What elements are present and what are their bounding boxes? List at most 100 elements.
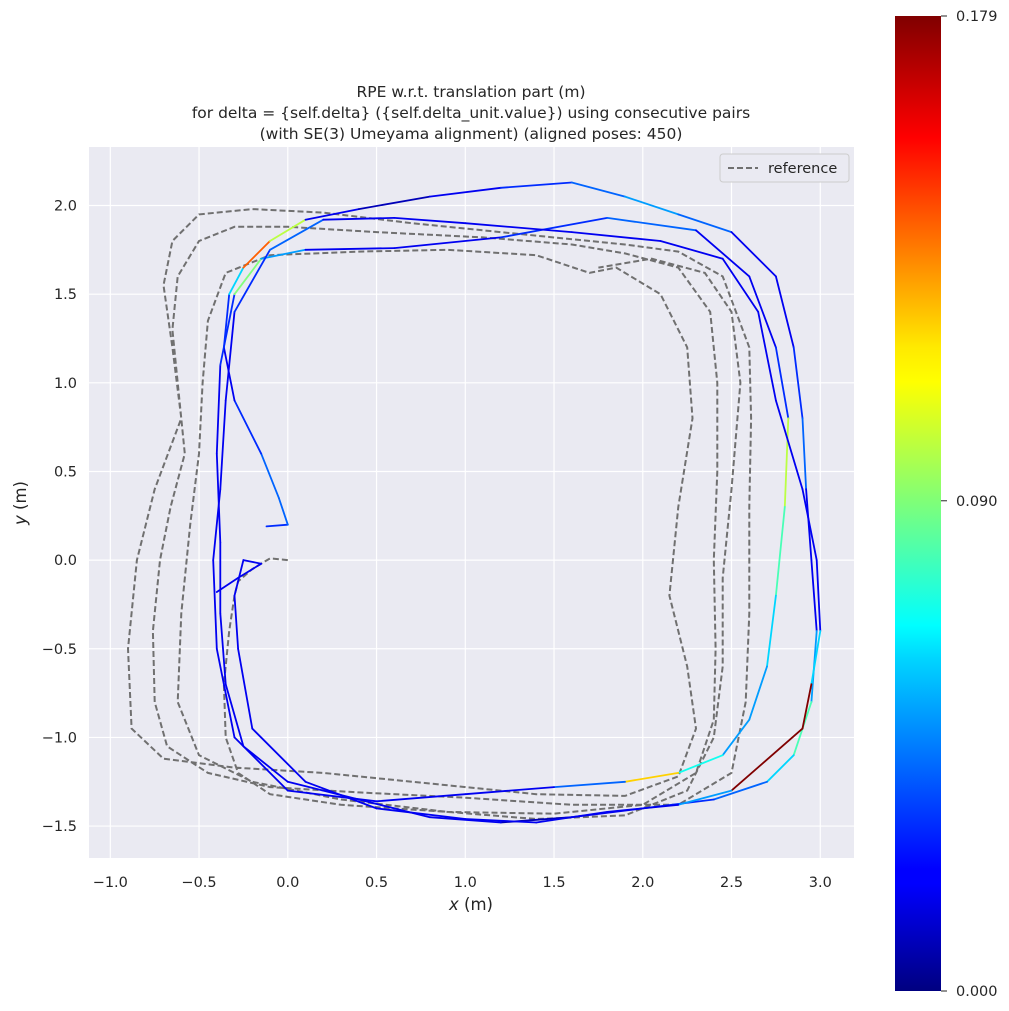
estimate-segment bbox=[801, 683, 813, 730]
chart-title-line-3: (with SE(3) Umeyama alignment) (aligned … bbox=[260, 125, 683, 143]
x-tick-label: 3.0 bbox=[809, 875, 832, 891]
estimate-segment bbox=[393, 236, 502, 250]
x-axis-label: x (m) bbox=[448, 895, 493, 914]
estimate-segment bbox=[748, 665, 768, 721]
estimate-segment bbox=[624, 195, 680, 216]
estimate-segment bbox=[428, 186, 502, 198]
estimate-segment bbox=[260, 452, 280, 500]
estimate-segment bbox=[251, 727, 307, 783]
estimate-segment bbox=[215, 577, 240, 593]
legend-reference-label: reference bbox=[768, 161, 837, 177]
estimate-segment bbox=[212, 488, 222, 561]
estimate-segment bbox=[606, 803, 680, 813]
estimate-segment bbox=[233, 257, 263, 296]
estimate-segment bbox=[677, 789, 733, 806]
estimate-segment bbox=[570, 231, 662, 242]
colorbar-tick-label: 0.000 bbox=[956, 984, 998, 1000]
x-tick-label: 1.0 bbox=[454, 875, 477, 891]
reference-trajectory-line bbox=[126, 208, 753, 821]
estimate-segment bbox=[233, 594, 240, 650]
y-tick-label: −1.0 bbox=[42, 730, 77, 746]
estimate-segment bbox=[766, 594, 777, 668]
estimate-segment bbox=[748, 275, 777, 349]
estimate-segment bbox=[219, 293, 236, 367]
estimate-segment bbox=[499, 216, 609, 239]
estimate-segment bbox=[801, 488, 818, 561]
estimate-segment bbox=[269, 218, 307, 242]
estimate-segment bbox=[304, 208, 360, 221]
estimate-segment bbox=[375, 807, 467, 820]
estimate-segment bbox=[499, 181, 573, 189]
estimate-segment bbox=[775, 399, 804, 491]
y-tick-label: 2.0 bbox=[54, 199, 77, 215]
estimate-segment bbox=[265, 523, 289, 528]
estimate-segment bbox=[304, 780, 378, 810]
estimate-segment bbox=[677, 213, 733, 234]
estimate-segment bbox=[775, 505, 786, 597]
estimate-segment bbox=[219, 612, 227, 686]
estimate-segment bbox=[260, 248, 307, 260]
estimate-segment bbox=[535, 811, 609, 824]
colorbar-tick-label: 0.090 bbox=[956, 494, 998, 510]
estimate-segment bbox=[242, 559, 263, 565]
estimate-segment bbox=[810, 559, 818, 632]
estimate-segment bbox=[375, 793, 467, 803]
estimate-segment bbox=[721, 257, 760, 313]
estimate-segment bbox=[464, 786, 555, 796]
estimate-segment bbox=[237, 647, 254, 730]
estimate-segment bbox=[242, 240, 271, 269]
estimate-segment bbox=[233, 399, 263, 455]
estimate-segment bbox=[815, 559, 822, 632]
estimate-segment bbox=[757, 310, 777, 402]
colorbar-ticks: 0.000 0.090 0.179 bbox=[941, 9, 998, 1000]
plot-area bbox=[89, 147, 854, 858]
colorbar bbox=[895, 16, 941, 991]
y-tick-label: 0.0 bbox=[54, 553, 77, 569]
estimate-segment bbox=[224, 310, 236, 402]
estimate-segment bbox=[775, 275, 795, 349]
y-axis-ticks: −1.5 −1.0 −0.5 0.0 0.5 1.0 1.5 2.0 bbox=[42, 199, 77, 836]
estimate-segment bbox=[659, 240, 724, 260]
y-tick-label: −0.5 bbox=[42, 642, 77, 658]
reference-series bbox=[126, 208, 753, 821]
estimate-segment bbox=[801, 417, 807, 491]
estimate-segment bbox=[730, 231, 777, 278]
estimate-segment bbox=[233, 736, 289, 792]
estimate-segment bbox=[277, 497, 289, 526]
estimate-segment bbox=[215, 364, 222, 455]
estimate-segment bbox=[721, 718, 751, 757]
chart-title-line-1: RPE w.r.t. translation part (m) bbox=[356, 83, 585, 101]
estimate-series bbox=[212, 181, 822, 824]
estimate-segment bbox=[810, 630, 822, 686]
y-tick-label: 0.5 bbox=[54, 464, 77, 480]
x-tick-label: −0.5 bbox=[181, 875, 216, 891]
legend: reference bbox=[719, 153, 850, 183]
estimate-segment bbox=[570, 181, 626, 198]
y-tick-label: 1.0 bbox=[54, 376, 77, 392]
estimate-segment bbox=[357, 195, 431, 211]
estimate-segment bbox=[677, 754, 724, 774]
legend-box bbox=[719, 153, 850, 183]
estimate-segment bbox=[242, 745, 289, 783]
estimate-segment bbox=[237, 562, 263, 579]
colorbar-tick-label: 0.179 bbox=[956, 9, 998, 25]
estimate-segment bbox=[783, 417, 790, 508]
series-layer bbox=[126, 181, 822, 824]
estimate-segment bbox=[212, 559, 218, 650]
chart-title-line-2: for delta = {self.delta} ({self.delta_un… bbox=[192, 104, 750, 123]
estimate-segment bbox=[712, 780, 768, 801]
estimate-segment bbox=[304, 247, 396, 251]
estimate-segment bbox=[269, 218, 325, 251]
y-tick-label: −1.5 bbox=[42, 819, 77, 835]
estimate-segment bbox=[775, 346, 790, 420]
x-tick-label: 1.5 bbox=[543, 875, 566, 891]
x-tick-label: −1.0 bbox=[93, 875, 128, 891]
estimate-segment bbox=[393, 216, 467, 225]
estimate-segment bbox=[695, 229, 751, 278]
y-axis-label: y (m) bbox=[11, 481, 30, 526]
x-tick-label: 0.0 bbox=[276, 875, 299, 891]
estimate-segment bbox=[224, 683, 245, 748]
estimate-segment bbox=[624, 772, 680, 783]
estimate-segment bbox=[766, 754, 795, 783]
